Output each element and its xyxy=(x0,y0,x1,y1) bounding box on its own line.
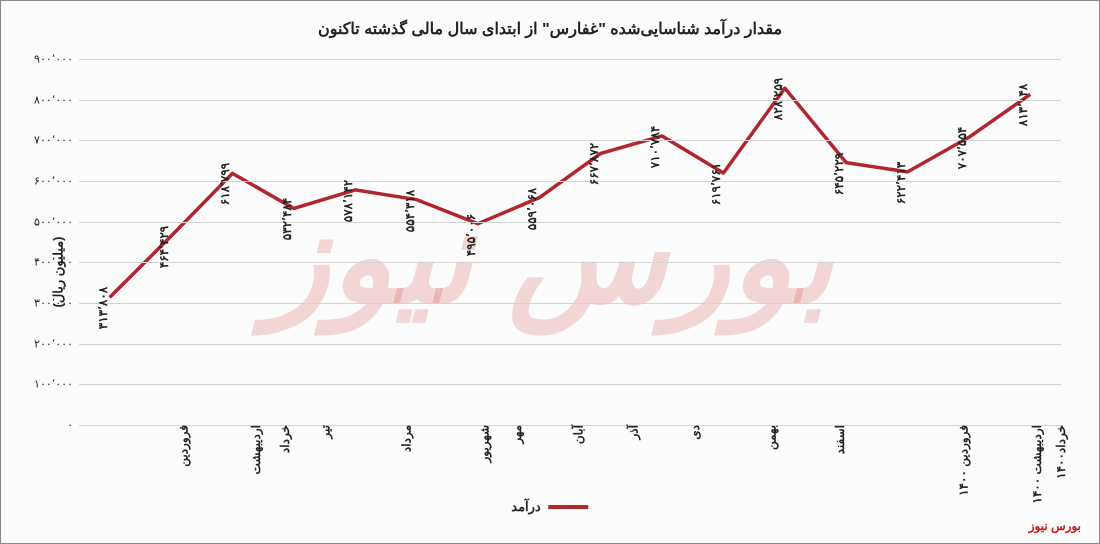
y-tick-label: ۲۰۰٬۰۰۰ xyxy=(34,337,79,350)
x-tick-label: بهمن xyxy=(761,425,779,450)
grid-line xyxy=(79,384,1061,385)
y-tick-label: ۰ xyxy=(67,419,79,432)
y-tick-label: ۱۰۰٬۰۰۰ xyxy=(34,378,79,391)
x-tick-label: شهریور xyxy=(473,425,491,463)
grid-line xyxy=(79,344,1061,345)
legend: درآمد xyxy=(511,499,588,515)
y-tick-label: ۸۰۰٬۰۰۰ xyxy=(34,93,79,106)
x-tick-label: تیر ۱۴۰۰ xyxy=(1094,425,1100,468)
chart-container: مقدار درآمد شناسایی‌شده "غفارس" از ابتدا… xyxy=(9,9,1091,535)
chart-title: مقدار درآمد شناسایی‌شده "غفارس" از ابتدا… xyxy=(9,9,1091,49)
data-label: ۴۹۵٬۰۰۶ xyxy=(464,213,478,256)
data-label: ۴۶۴٬۴۲۹ xyxy=(157,226,171,269)
data-label: ۵۳۲٬۴۸۴ xyxy=(280,198,294,241)
data-label: ۸۱۳٬۰۴۸ xyxy=(1016,84,1030,127)
data-line xyxy=(110,88,1031,297)
x-tick-label: مرداد xyxy=(396,425,414,452)
legend-label: درآمد xyxy=(511,499,540,515)
data-label: ۶۴۵٬۲۲۹ xyxy=(832,152,846,195)
grid-line xyxy=(79,100,1061,101)
x-tick-label: آذر xyxy=(622,425,640,439)
x-tick-label: اسفند xyxy=(829,425,847,454)
x-tick-label: تیر xyxy=(314,425,332,439)
x-tick-label: اردیبهشت ۱۴۰۰ xyxy=(1025,425,1043,504)
x-tick-label: اردیبهشت xyxy=(245,425,263,474)
grid-line xyxy=(79,140,1061,141)
y-tick-label: ۷۰۰٬۰۰۰ xyxy=(34,134,79,147)
y-tick-label: ۶۰۰٬۰۰۰ xyxy=(34,175,79,188)
data-label: ۶۲۲٬۴۱۳ xyxy=(894,162,908,205)
x-tick-label: فروردین xyxy=(172,425,190,467)
y-tick-label: ۵۰۰٬۰۰۰ xyxy=(34,215,79,228)
legend-swatch xyxy=(549,505,589,509)
data-label: ۵۵۴٬۳۱۸ xyxy=(403,189,417,232)
data-label: ۶۶۷٬۸۷۲ xyxy=(587,143,601,186)
data-label: ۷۱۰٬۷۸۴ xyxy=(648,126,662,169)
y-tick-label: ۳۰۰٬۰۰۰ xyxy=(34,297,79,310)
data-label: ۵۷۸٬۱۴۲ xyxy=(341,180,355,223)
x-tick-label: مهر xyxy=(506,425,524,444)
x-tick-label: خرداد xyxy=(275,425,293,453)
x-tick-label: خرداد۱۴۰۰ xyxy=(1050,425,1068,479)
grid-line xyxy=(79,262,1061,263)
x-tick-label: آبان xyxy=(568,425,586,444)
data-label: ۳۱۳٬۸۰۸ xyxy=(96,287,110,330)
data-label: ۵۵۹٬۰۶۸ xyxy=(525,187,539,230)
footer-brand: بورس نیوز xyxy=(1029,519,1081,533)
grid-line xyxy=(79,59,1061,60)
y-tick-label: ۴۰۰٬۰۰۰ xyxy=(34,256,79,269)
data-label: ۸۲۸٬۲۵۹ xyxy=(771,78,785,121)
x-tick-label: دی xyxy=(684,425,702,440)
data-label: ۷۰۷٬۵۵۴ xyxy=(955,127,969,170)
grid-line xyxy=(79,303,1061,304)
y-tick-label: ۹۰۰٬۰۰۰ xyxy=(34,53,79,66)
plot-area: ۰۱۰۰٬۰۰۰۲۰۰٬۰۰۰۳۰۰٬۰۰۰۴۰۰٬۰۰۰۵۰۰٬۰۰۰۶۰۰٬… xyxy=(79,59,1061,425)
data-label: ۶۱۸٬۷۹۹ xyxy=(218,163,232,206)
data-label: ۶۱۹٬۷۶۱ xyxy=(709,163,723,206)
line-chart-svg xyxy=(79,59,1061,425)
x-tick-label: فروردین ۱۴۰۰ xyxy=(953,425,971,496)
grid-line xyxy=(79,222,1061,223)
